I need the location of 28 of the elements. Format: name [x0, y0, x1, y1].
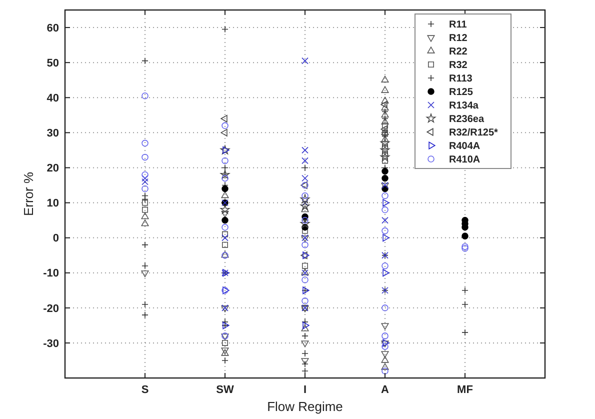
y-tick-label: 50 [46, 57, 59, 70]
x-axis-title: Flow Regime [267, 399, 343, 414]
legend-label: R404A [449, 141, 480, 152]
legend-label: R134a [449, 100, 479, 112]
legend-label: R410A [449, 154, 480, 166]
y-tick-label: 20 [46, 162, 59, 175]
x-tick-label: I [303, 384, 307, 396]
y-tick-label: -10 [43, 268, 59, 280]
y-tick-label: 0 [52, 232, 59, 245]
y-tick-label: 10 [46, 198, 59, 210]
legend-label: R125 [449, 87, 474, 98]
legend-label: R12 [449, 33, 468, 44]
y-tick-label: -30 [43, 338, 59, 350]
legend-label: R11 [449, 20, 468, 30]
x-tick-label: SW [216, 384, 234, 396]
x-tick-label: A [381, 384, 390, 396]
legend-label: R32 [449, 60, 468, 71]
y-axis-title: Error % [21, 172, 36, 216]
y-tick-label: -20 [43, 302, 59, 315]
y-tick-label: 30 [46, 128, 59, 140]
x-tick-label: MF [457, 384, 474, 396]
y-tick-label: 60 [46, 22, 59, 34]
legend-label: R113 [449, 74, 473, 84]
x-tick-label: S [141, 384, 149, 396]
y-tick-label: 40 [46, 92, 59, 104]
legend-label: R22 [449, 46, 468, 58]
legend-label: R236ea [449, 114, 484, 125]
legend-label: R32/R125* [449, 128, 498, 138]
